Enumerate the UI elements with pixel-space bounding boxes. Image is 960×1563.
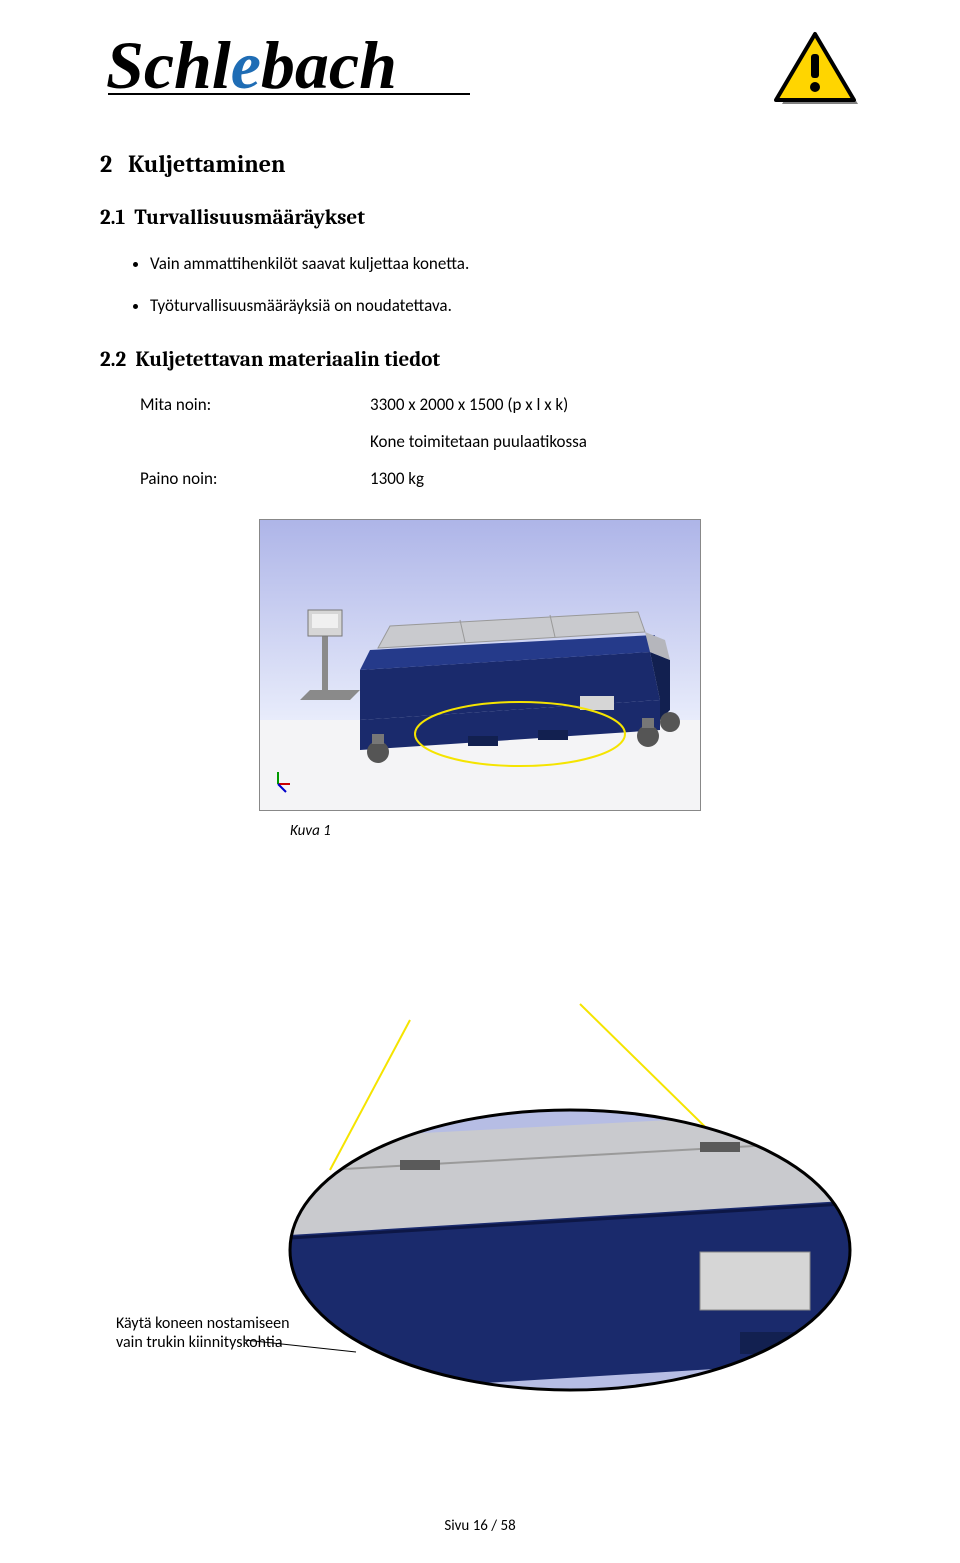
figure-caption: Kuva 1 (290, 822, 860, 840)
figure-container: Kuva 1 (100, 519, 860, 840)
logo-part1: Schl (106, 30, 231, 103)
specs-block: Mita noin: 3300 x 2000 x 1500 (p x l x k… (140, 394, 860, 489)
spec-row-delivery: Kone toimitetaan puulaatikossa (140, 431, 860, 452)
svg-text:Schlebach: Schlebach (106, 30, 397, 103)
dimensions-value: 3300 x 2000 x 1500 (p x l x k) (370, 394, 568, 415)
page-footer: Sivu 16 / 58 (0, 1517, 960, 1535)
weight-value: 1300 kg (370, 468, 424, 489)
logo-part3: bach (261, 30, 397, 103)
delivery-note: Kone toimitetaan puulaatikossa (370, 431, 587, 452)
logo-part2: e (231, 30, 261, 103)
list-item: Vain ammattihenkilöt saavat kuljettaa ko… (150, 252, 860, 276)
safety-bullet-list: Vain ammattihenkilöt saavat kuljettaa ko… (150, 252, 860, 318)
annotation-line1: Käytä koneen nostamiseen (116, 1314, 290, 1333)
subsection1-title: Turvallisuusmääräykset (134, 206, 365, 230)
page-header: Schlebach (100, 30, 860, 110)
subsection2-number: 2.2 (100, 348, 126, 372)
section-number: 2 (100, 150, 112, 178)
brand-logo: Schlebach (100, 30, 480, 108)
section-heading: 2 Kuljettaminen (100, 150, 860, 178)
spec-row-dimensions: Mita noin: 3300 x 2000 x 1500 (p x l x k… (140, 394, 860, 415)
dimensions-label: Mita noin: (140, 394, 370, 415)
detail-zoom-illustration (100, 1000, 860, 1420)
subsection-heading: 2.1 Turvallisuusmääräykset (100, 206, 860, 230)
subsection2-title: Kuljetettavan materiaalin tiedot (135, 348, 440, 372)
subsection-heading: 2.2 Kuljetettavan materiaalin tiedot (100, 348, 860, 372)
weight-label: Paino noin: (140, 468, 370, 489)
spec-row-weight: Paino noin: 1300 kg (140, 468, 860, 489)
machine-illustration (260, 520, 700, 810)
figure-frame (259, 519, 701, 811)
section-title: Kuljettaminen (128, 150, 286, 178)
warning-icon (770, 30, 860, 110)
annotation-line2: vain trukin kiinnityskohtia (116, 1333, 290, 1352)
subsection1-number: 2.1 (100, 206, 125, 230)
list-item: Työturvallisuusmääräyksiä on noudatettav… (150, 294, 860, 318)
lift-point-annotation: Käytä koneen nostamiseen vain trukin kii… (116, 1314, 290, 1352)
